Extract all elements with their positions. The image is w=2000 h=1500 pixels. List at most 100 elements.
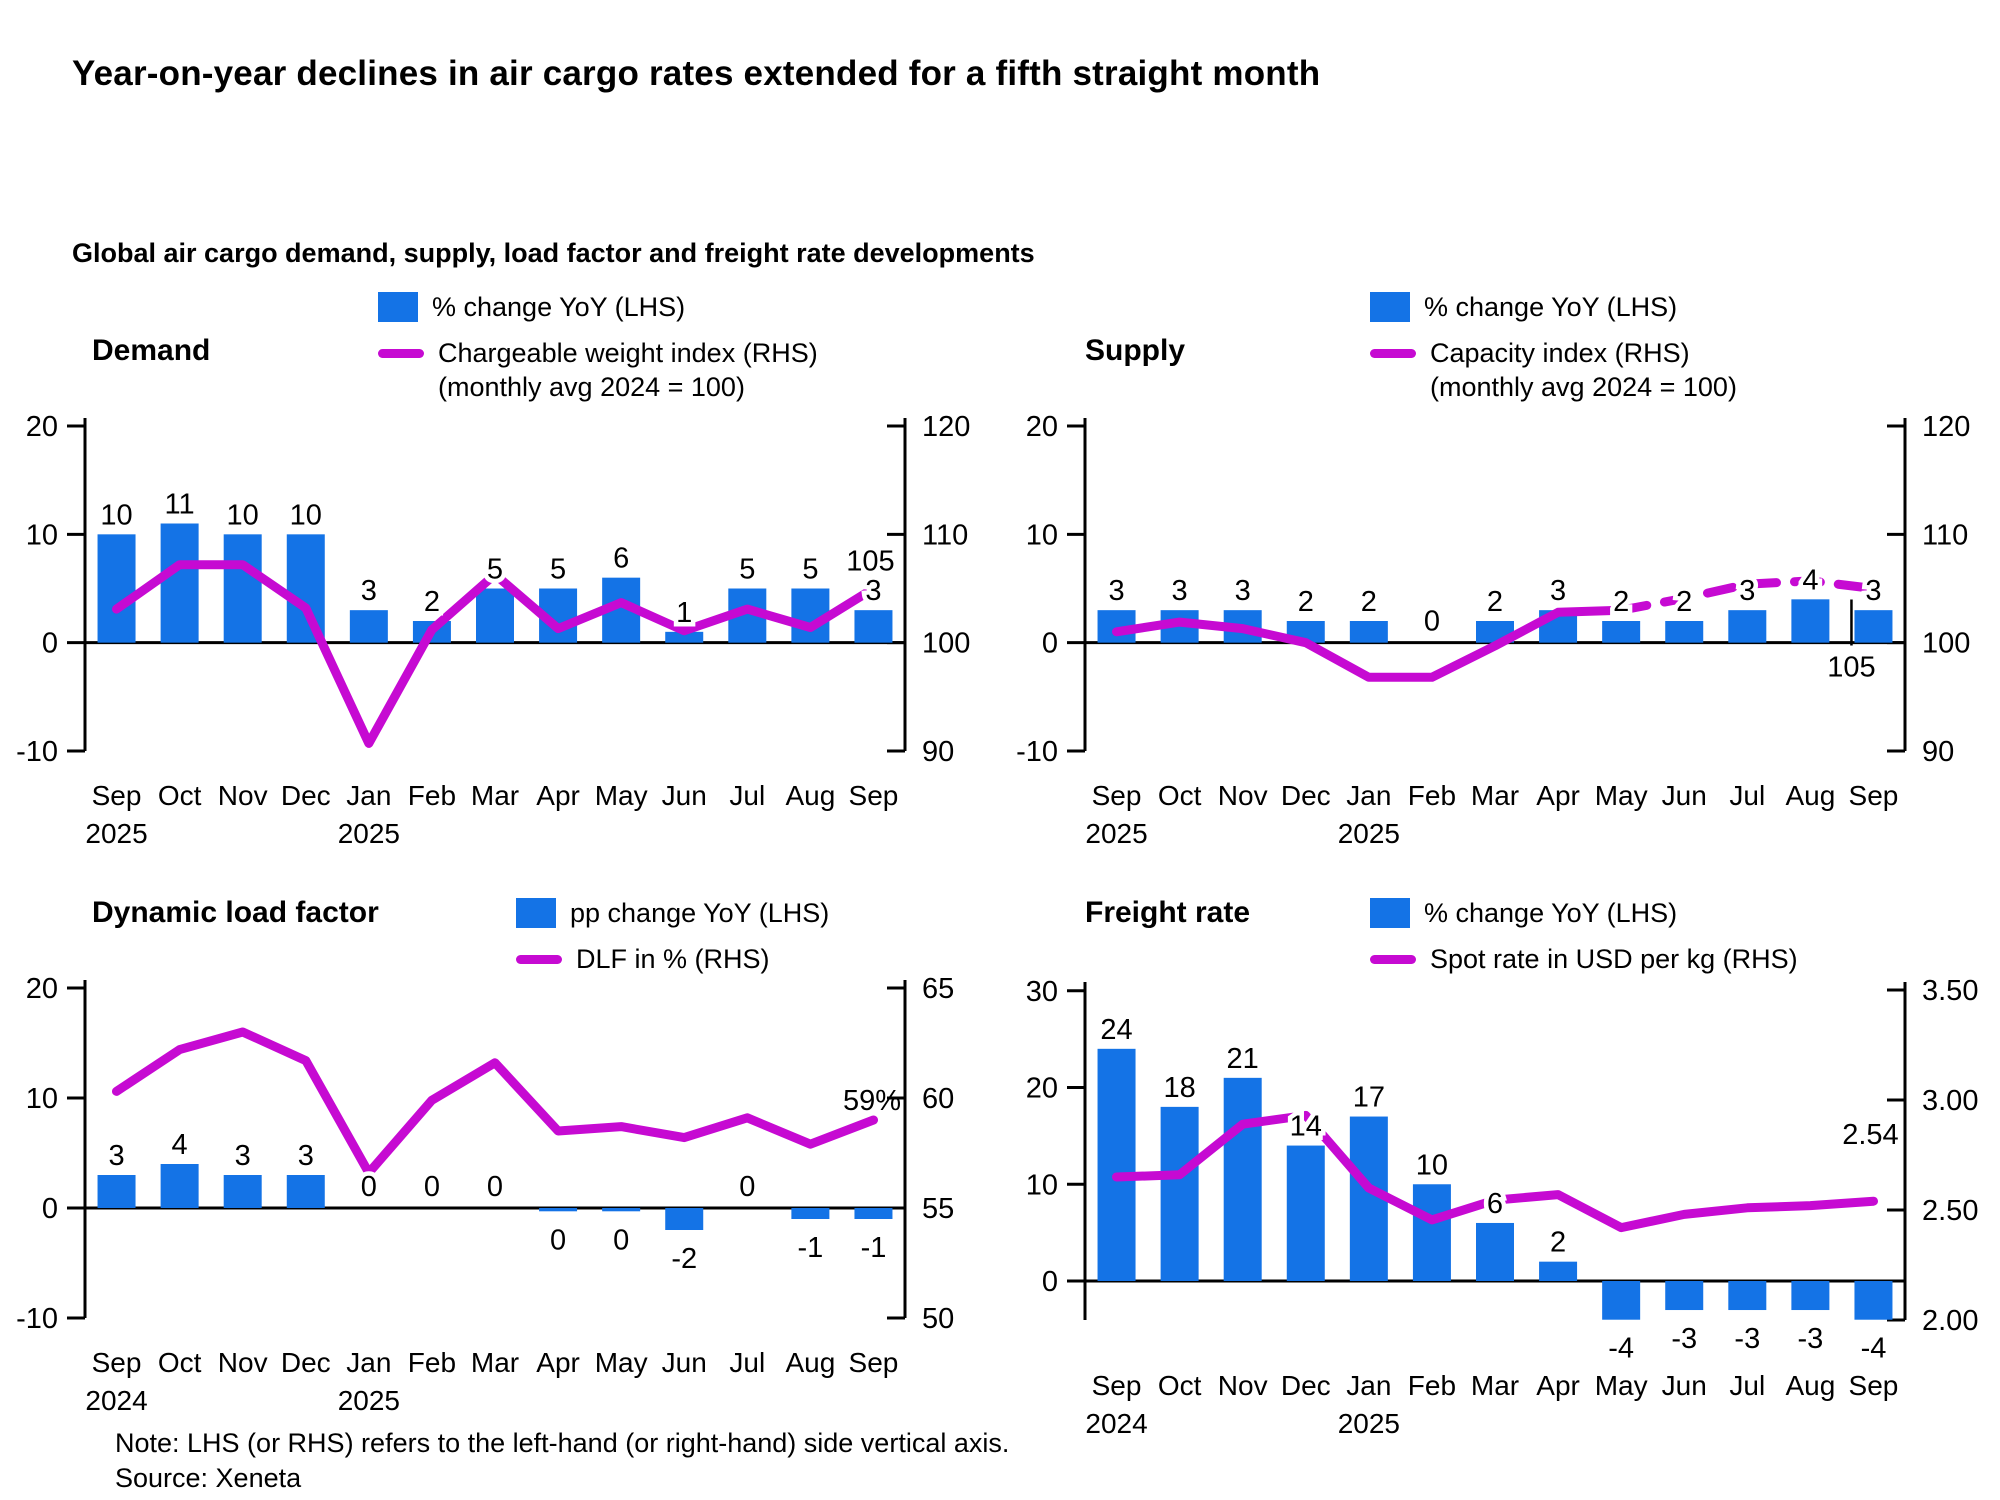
month-label: Aug — [1785, 780, 1835, 811]
month-label: Mar — [1471, 780, 1519, 811]
panel-title-load-factor: Dynamic load factor — [92, 896, 379, 929]
legend-bar-label: % change YoY (LHS) — [1424, 898, 1678, 928]
rhs-tick-label: 110 — [1922, 519, 1968, 551]
bar-label: 18 — [1163, 1072, 1195, 1104]
bar — [97, 1175, 136, 1208]
bar — [349, 610, 388, 643]
month-label: Sep — [1092, 780, 1142, 811]
bar — [1728, 610, 1767, 643]
bar — [1791, 1281, 1830, 1311]
bar-label: 0 — [613, 1224, 629, 1256]
x-axis-labels: Sep Oct Nov Dec Jan Feb Mar Apr May Jun Jul Aug Sep 2… — [1085, 780, 1898, 849]
rhs-tick-label: 3.50 — [1922, 975, 1978, 1007]
month-label: Nov — [1218, 780, 1268, 811]
bar-label: -2 — [671, 1243, 697, 1275]
month-label: Sep — [92, 1347, 142, 1378]
month-label: Oct — [158, 1347, 202, 1378]
lhs-tick-label: -10 — [16, 1303, 58, 1335]
bar — [1791, 599, 1830, 643]
lhs-tick-label: 20 — [26, 973, 58, 1005]
bar — [1286, 1145, 1325, 1282]
lhs-tick-label: 10 — [1026, 1169, 1058, 1201]
month-label: Feb — [1408, 1370, 1456, 1401]
lhs-tick-label: 20 — [1026, 1073, 1058, 1105]
bar — [1412, 1184, 1451, 1282]
bar — [665, 1208, 704, 1230]
legend-row: Spot rate in USD per kg (RHS) — [1370, 942, 1990, 976]
line-end-label: 59% — [843, 1085, 901, 1117]
month-label: Dec — [1281, 1370, 1331, 1401]
rhs-tick-label: 120 — [1922, 411, 1970, 443]
legend-row: pp change YoY (LHS) — [516, 896, 1036, 930]
month-label: Aug — [1785, 1370, 1835, 1401]
rhs-tick-label: 120 — [922, 411, 970, 443]
bar — [1665, 621, 1704, 643]
legend-line-label2: (monthly avg 2024 = 100) — [438, 372, 745, 402]
month-label: Jun — [662, 780, 707, 811]
bar — [1602, 621, 1641, 643]
bar-label: 11 — [165, 489, 195, 521]
bar-label: 2 — [1676, 586, 1692, 618]
year-label: 2024 — [85, 1385, 147, 1416]
lhs-tick-label: 10 — [1026, 519, 1058, 551]
bar-label: 5 — [550, 554, 566, 586]
bar-label: 17 — [1353, 1082, 1385, 1114]
bar-label: 2 — [1361, 586, 1377, 618]
bar-label: 3 — [1739, 575, 1755, 607]
line-end-label: 2.54 — [1842, 1119, 1898, 1151]
legend-row: % change YoY (LHS) — [1370, 896, 1990, 930]
month-label: Jun — [662, 1347, 707, 1378]
bar-label: 3 — [108, 1140, 124, 1172]
bar-label: 3 — [865, 575, 881, 607]
bar-label: 5 — [739, 554, 755, 586]
bar-label: 3 — [1235, 575, 1251, 607]
year-label: 2025 — [338, 818, 400, 849]
lhs-tick-label: 0 — [1042, 1266, 1058, 1298]
rhs-tick-label: 100 — [1922, 628, 1970, 660]
lhs-tick-label: 0 — [42, 628, 58, 660]
bar-label: 21 — [1227, 1043, 1259, 1075]
bar — [1223, 1077, 1262, 1282]
line-series — [112, 560, 878, 748]
bar — [539, 1208, 578, 1212]
bar — [1349, 621, 1388, 643]
bar — [602, 1208, 641, 1212]
svg-text:59%: 59% — [843, 1085, 901, 1117]
month-label: Oct — [158, 780, 202, 811]
bar-label: -3 — [1734, 1323, 1760, 1355]
month-label: Feb — [408, 1347, 456, 1378]
bar-label: 24 — [1100, 1014, 1132, 1046]
bar-label: 3 — [298, 1140, 314, 1172]
bar-label: 0 — [1424, 606, 1440, 638]
bar-label: 0 — [739, 1171, 755, 1203]
month-label: Sep — [1092, 1370, 1142, 1401]
bar — [160, 523, 199, 643]
bar-labels: 3 4 3 3 0 0 0 0 0 -2 0 -1 -1 — [104, 1125, 891, 1280]
bar-swatch-icon — [1370, 898, 1410, 928]
rhs-tick-label: 50 — [922, 1303, 954, 1335]
month-label: Dec — [1281, 780, 1331, 811]
bar-label: 3 — [361, 575, 377, 607]
year-label: 2025 — [338, 1385, 400, 1416]
legend-line-label2: (monthly avg 2024 = 100) — [1430, 372, 1737, 402]
legend-row: Chargeable weight index (RHS) (monthly a… — [378, 336, 1018, 404]
month-label: Dec — [281, 1347, 331, 1378]
legend-load-factor: pp change YoY (LHS) DLF in % (RHS) — [516, 896, 1036, 988]
svg-text:2.54: 2.54 — [1842, 1119, 1898, 1151]
bar — [1728, 1281, 1767, 1311]
month-label: Feb — [1408, 780, 1456, 811]
legend-line-label: DLF in % (RHS) — [576, 944, 770, 974]
bar-label: 14 — [1290, 1111, 1322, 1143]
bars — [1097, 599, 1893, 643]
month-label: Sep — [92, 780, 142, 811]
footnote: Note: LHS (or RHS) refers to the left-ha… — [115, 1428, 1010, 1458]
month-label: Jan — [346, 1347, 391, 1378]
line-end-label: 105 — [846, 546, 894, 578]
lhs-tick-label: -10 — [16, 736, 58, 768]
line-swatch-icon — [516, 955, 562, 964]
bar — [854, 1208, 893, 1219]
bar-label: 5 — [802, 554, 818, 586]
bar — [1097, 1048, 1136, 1282]
bar-label: 6 — [1487, 1188, 1503, 1220]
